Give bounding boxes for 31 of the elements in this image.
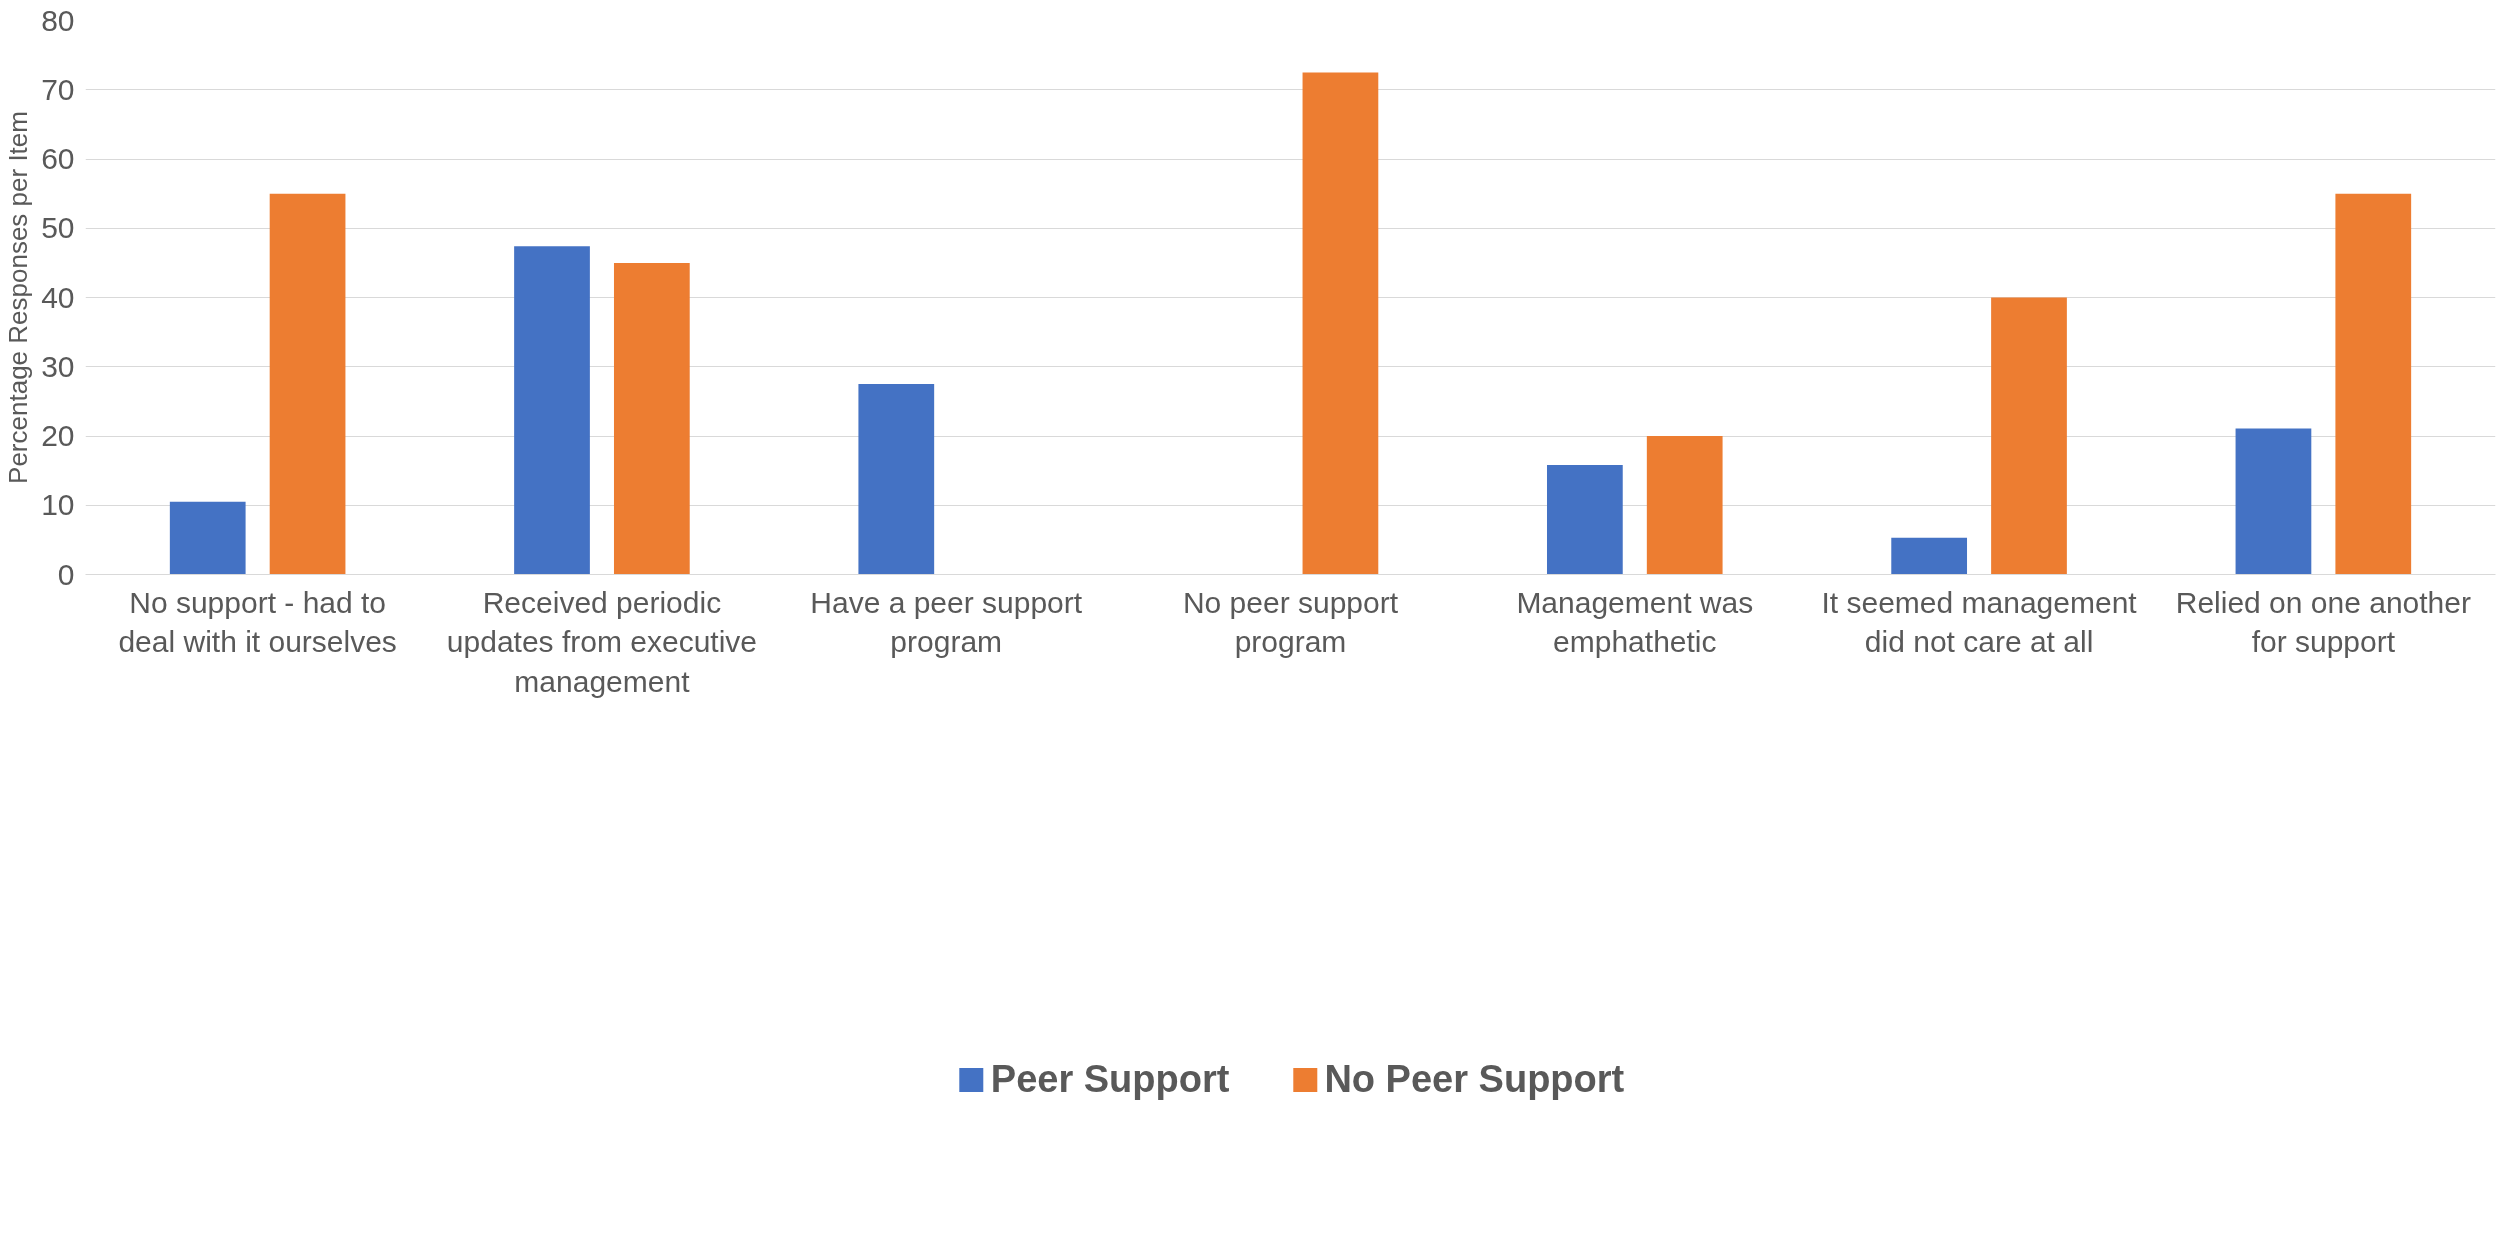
x-tick-label: Management was emphathetic: [1516, 585, 1754, 659]
bar: [1546, 465, 1623, 575]
y-tick-label: 60: [41, 142, 75, 175]
bar: [2335, 193, 2412, 575]
bar: [1302, 72, 1379, 575]
bar: [514, 246, 590, 575]
bar: [1646, 436, 1723, 575]
x-tick-label: No peer support program: [1182, 585, 1399, 659]
x-tick-label: Have a peer support program: [810, 585, 1083, 659]
bar: [2235, 428, 2312, 575]
y-tick-label: 40: [41, 280, 75, 314]
bar: [858, 384, 935, 575]
y-axis-title: Percentage Responses per Item: [3, 111, 34, 484]
bar: [613, 262, 690, 575]
y-tick-label: 80: [41, 3, 75, 37]
bar: [1891, 537, 1968, 575]
legend-label: No Peer Support: [1324, 1057, 1625, 1101]
bar: [169, 501, 246, 575]
y-tick-label: 20: [41, 419, 75, 452]
x-tick-label: Relied on one another for support: [2175, 585, 2471, 659]
bar: [269, 193, 346, 575]
x-tick-label: Received periodic updates from executive management: [446, 585, 758, 698]
y-tick-label: 70: [41, 72, 75, 106]
y-tick-label: 10: [41, 488, 75, 522]
y-tick-label: 30: [41, 349, 75, 383]
legend-label: Peer Support: [990, 1057, 1230, 1101]
bar: [1991, 297, 2067, 575]
y-tick-label: 50: [41, 211, 75, 245]
y-tick-label: 0: [57, 557, 75, 591]
x-tick-label: It seemed management did not care at all: [1821, 585, 2138, 659]
x-tick-label: No support - had to deal with it ourselves: [118, 585, 397, 659]
